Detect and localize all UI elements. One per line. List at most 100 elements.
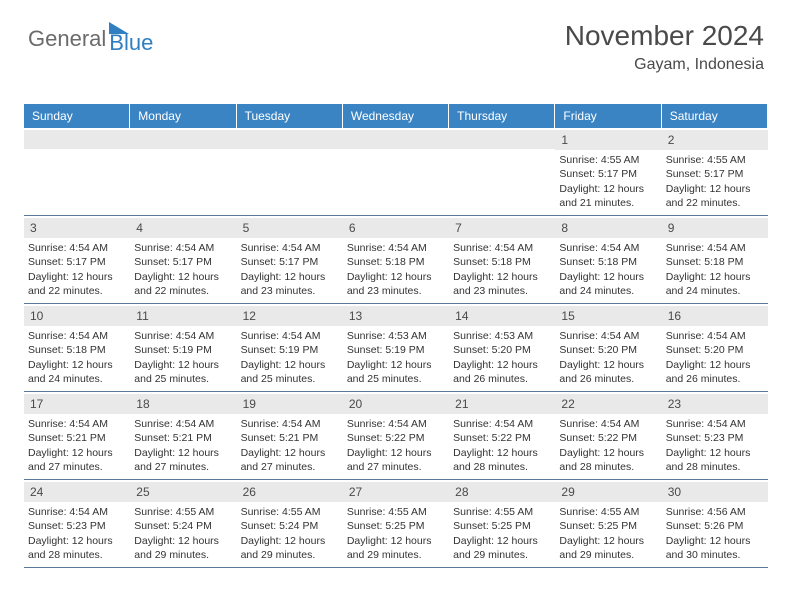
day-number: 27: [343, 482, 449, 502]
calendar-cell-13: 13Sunrise: 4:53 AMSunset: 5:19 PMDayligh…: [343, 304, 449, 392]
calendar-cell-24: 24Sunrise: 4:54 AMSunset: 5:23 PMDayligh…: [24, 480, 130, 568]
day-number: [24, 130, 130, 149]
day-number: [130, 130, 236, 149]
daylight-text: Daylight: 12 hours and 29 minutes.: [347, 534, 445, 562]
sunrise-text: Sunrise: 4:54 AM: [28, 505, 126, 519]
calendar-cell-empty: [343, 128, 449, 216]
daylight-text: Daylight: 12 hours and 26 minutes.: [453, 358, 551, 386]
sunrise-text: Sunrise: 4:54 AM: [666, 329, 764, 343]
calendar-cell-28: 28Sunrise: 4:55 AMSunset: 5:25 PMDayligh…: [449, 480, 555, 568]
calendar-cell-10: 10Sunrise: 4:54 AMSunset: 5:18 PMDayligh…: [24, 304, 130, 392]
day-number: 19: [237, 394, 343, 414]
sunset-text: Sunset: 5:18 PM: [28, 343, 126, 357]
day-number: 29: [555, 482, 661, 502]
sunset-text: Sunset: 5:17 PM: [559, 167, 657, 181]
calendar-cell-22: 22Sunrise: 4:54 AMSunset: 5:22 PMDayligh…: [555, 392, 661, 480]
daylight-text: Daylight: 12 hours and 25 minutes.: [241, 358, 339, 386]
sunset-text: Sunset: 5:21 PM: [28, 431, 126, 445]
sunrise-text: Sunrise: 4:54 AM: [559, 417, 657, 431]
calendar-cell-15: 15Sunrise: 4:54 AMSunset: 5:20 PMDayligh…: [555, 304, 661, 392]
daylight-text: Daylight: 12 hours and 25 minutes.: [134, 358, 232, 386]
calendar-cell-21: 21Sunrise: 4:54 AMSunset: 5:22 PMDayligh…: [449, 392, 555, 480]
day-number: 15: [555, 306, 661, 326]
sunset-text: Sunset: 5:25 PM: [347, 519, 445, 533]
day-header-saturday: Saturday: [662, 104, 768, 128]
day-number: 18: [130, 394, 236, 414]
daylight-text: Daylight: 12 hours and 29 minutes.: [559, 534, 657, 562]
daylight-text: Daylight: 12 hours and 27 minutes.: [241, 446, 339, 474]
day-header-sunday: Sunday: [24, 104, 130, 128]
sunrise-text: Sunrise: 4:55 AM: [241, 505, 339, 519]
day-number: 5: [237, 218, 343, 238]
sunset-text: Sunset: 5:22 PM: [453, 431, 551, 445]
sunrise-text: Sunrise: 4:56 AM: [666, 505, 764, 519]
daylight-text: Daylight: 12 hours and 23 minutes.: [347, 270, 445, 298]
sunrise-text: Sunrise: 4:54 AM: [559, 241, 657, 255]
day-number: 23: [662, 394, 768, 414]
calendar-cell-16: 16Sunrise: 4:54 AMSunset: 5:20 PMDayligh…: [662, 304, 768, 392]
day-number: 20: [343, 394, 449, 414]
calendar-cell-3: 3Sunrise: 4:54 AMSunset: 5:17 PMDaylight…: [24, 216, 130, 304]
sunset-text: Sunset: 5:22 PM: [559, 431, 657, 445]
daylight-text: Daylight: 12 hours and 28 minutes.: [28, 534, 126, 562]
daylight-text: Daylight: 12 hours and 29 minutes.: [453, 534, 551, 562]
daylight-text: Daylight: 12 hours and 25 minutes.: [347, 358, 445, 386]
daylight-text: Daylight: 12 hours and 27 minutes.: [347, 446, 445, 474]
day-number: [449, 130, 555, 149]
day-number: 8: [555, 218, 661, 238]
daylight-text: Daylight: 12 hours and 29 minutes.: [241, 534, 339, 562]
sunrise-text: Sunrise: 4:54 AM: [241, 417, 339, 431]
daylight-text: Daylight: 12 hours and 24 minutes.: [559, 270, 657, 298]
sunrise-text: Sunrise: 4:54 AM: [666, 417, 764, 431]
daylight-text: Daylight: 12 hours and 22 minutes.: [134, 270, 232, 298]
day-number: 30: [662, 482, 768, 502]
daylight-text: Daylight: 12 hours and 26 minutes.: [666, 358, 764, 386]
daylight-text: Daylight: 12 hours and 22 minutes.: [28, 270, 126, 298]
calendar-cell-14: 14Sunrise: 4:53 AMSunset: 5:20 PMDayligh…: [449, 304, 555, 392]
sunset-text: Sunset: 5:20 PM: [453, 343, 551, 357]
sunset-text: Sunset: 5:19 PM: [134, 343, 232, 357]
calendar-cell-2: 2Sunrise: 4:55 AMSunset: 5:17 PMDaylight…: [662, 128, 768, 216]
day-header-wednesday: Wednesday: [343, 104, 449, 128]
day-header-thursday: Thursday: [449, 104, 555, 128]
day-header-tuesday: Tuesday: [237, 104, 343, 128]
day-number: 26: [237, 482, 343, 502]
daylight-text: Daylight: 12 hours and 29 minutes.: [134, 534, 232, 562]
sunrise-text: Sunrise: 4:54 AM: [347, 417, 445, 431]
sunset-text: Sunset: 5:23 PM: [666, 431, 764, 445]
calendar-cell-empty: [130, 128, 236, 216]
sunrise-text: Sunrise: 4:53 AM: [453, 329, 551, 343]
calendar-cell-17: 17Sunrise: 4:54 AMSunset: 5:21 PMDayligh…: [24, 392, 130, 480]
sunset-text: Sunset: 5:24 PM: [241, 519, 339, 533]
sunrise-text: Sunrise: 4:55 AM: [559, 505, 657, 519]
day-number: 7: [449, 218, 555, 238]
daylight-text: Daylight: 12 hours and 21 minutes.: [559, 182, 657, 210]
sunset-text: Sunset: 5:21 PM: [134, 431, 232, 445]
day-number: 12: [237, 306, 343, 326]
sunrise-text: Sunrise: 4:54 AM: [134, 241, 232, 255]
day-header-friday: Friday: [555, 104, 661, 128]
sunset-text: Sunset: 5:18 PM: [559, 255, 657, 269]
logo-text-general: General: [28, 26, 106, 52]
sunset-text: Sunset: 5:18 PM: [666, 255, 764, 269]
sunset-text: Sunset: 5:20 PM: [666, 343, 764, 357]
day-number: 2: [662, 130, 768, 150]
sunrise-text: Sunrise: 4:55 AM: [134, 505, 232, 519]
day-number: [237, 130, 343, 149]
calendar-cell-18: 18Sunrise: 4:54 AMSunset: 5:21 PMDayligh…: [130, 392, 236, 480]
calendar-cell-8: 8 Sunrise: 4:54 AMSunset: 5:18 PMDaylight…: [555, 216, 661, 304]
daylight-text: Daylight: 12 hours and 27 minutes.: [134, 446, 232, 474]
day-number: 10: [24, 306, 130, 326]
sunset-text: Sunset: 5:25 PM: [559, 519, 657, 533]
day-number: 13: [343, 306, 449, 326]
sunset-text: Sunset: 5:17 PM: [28, 255, 126, 269]
month-title: November 2024: [565, 20, 764, 52]
day-number: [343, 130, 449, 149]
sunset-text: Sunset: 5:17 PM: [666, 167, 764, 181]
calendar-cell-5: 5Sunrise: 4:54 AMSunset: 5:17 PMDaylight…: [237, 216, 343, 304]
sunrise-text: Sunrise: 4:55 AM: [666, 153, 764, 167]
day-number: 3: [24, 218, 130, 238]
day-number: 25: [130, 482, 236, 502]
calendar-cell-9: 9Sunrise: 4:54 AMSunset: 5:18 PMDaylight…: [662, 216, 768, 304]
calendar-cell-25: 25Sunrise: 4:55 AMSunset: 5:24 PMDayligh…: [130, 480, 236, 568]
